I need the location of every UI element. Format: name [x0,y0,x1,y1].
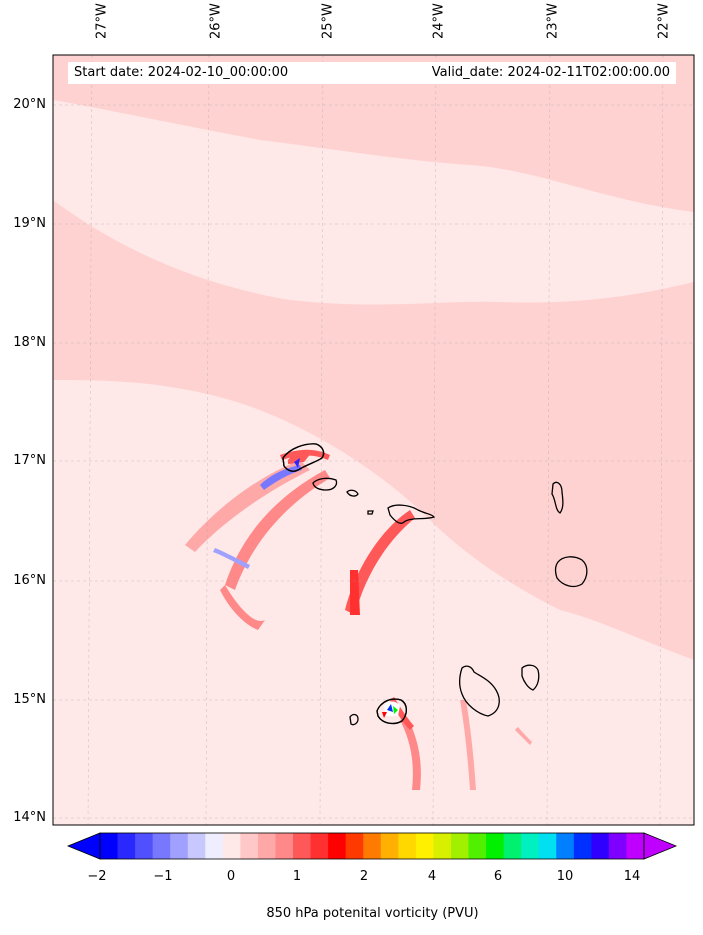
island-santiago [459,665,500,717]
colorbar-tick: 10 [556,869,574,884]
colorbar-tick: 0 [226,869,236,884]
colorbar-swatch [626,833,645,859]
colorbar-tick: −1 [153,869,173,884]
streak-3 [220,585,265,630]
streak-1 [185,460,310,552]
colorbar-tick: 2 [359,869,369,884]
colorbar-swatch [380,833,399,859]
colorbar-swatch [433,833,452,859]
lon-label-26w: 26°W [208,3,224,39]
lat-label-19n: 19°N [13,216,46,231]
start-date-text: Start date: 2024-02-10_00:00:00 [74,65,289,80]
colorbar-swatch [310,833,329,859]
colorbar-swatch [328,833,347,859]
field-band-upper [53,55,694,212]
lon-label-22w: 22°W [656,3,672,39]
colorbar-left-arrow [66,832,101,860]
streak-11 [515,727,532,745]
colorbar-swatch [187,833,206,859]
colorbar-swatch [556,833,575,859]
colorbar-tick: −2 [87,869,107,884]
colorbar-swatch [257,833,276,859]
colorbar-swatch [608,833,627,859]
colorbar-swatch [345,833,364,859]
colorbar-tick: 14 [623,869,641,884]
santo-antao-detail [288,451,312,468]
date-info-box: Start date: 2024-02-10_00:00:00 Valid_da… [68,62,676,84]
coastlines-top [282,443,408,725]
colorbar-swatch [100,833,119,859]
colorbar-swatch [503,833,522,859]
colorbar-swatch [135,833,154,859]
colorbar-swatch [205,833,224,859]
colorbar-tick: 1 [292,869,302,884]
plot-frame [52,54,695,826]
colorbar-swatch [415,833,434,859]
colorbar-swatch [398,833,417,859]
streak-2 [225,470,330,590]
colorbar-swatch [591,833,610,859]
streak-6 [213,548,250,569]
streak-8 [400,718,421,790]
lat-label-18n: 18°N [13,335,46,350]
field-band-main [53,200,694,660]
lon-label-27w: 27°W [94,3,110,39]
colorbar-swatch [486,833,505,859]
colorbar-swatch [450,833,470,859]
island-sao-vicente [312,477,338,491]
lat-label-16n: 16°N [13,573,46,588]
island-boa-vista [554,556,588,588]
colorbar-right-arrow [643,832,678,860]
lon-label-24w: 24°W [431,3,447,39]
island-raso [367,510,374,515]
colorbar [100,833,645,859]
colorbar-frame [99,832,645,860]
streak-9 [460,700,476,790]
island-santa-luzia [346,489,359,497]
island-maio [521,664,540,691]
lat-label-20n: 20°N [13,97,46,112]
colorbar-swatch [275,833,294,859]
fogo-detail [382,701,400,718]
colorbar-swatch [293,833,312,859]
colorbar-swatch [538,833,557,859]
lat-label-15n: 15°N [13,692,46,707]
colorbar-swatch [152,833,171,859]
colorbar-tick: 6 [493,869,503,884]
streak-4 [345,510,415,615]
island-sal [551,481,564,514]
gridlines [53,54,694,826]
lon-label-25w: 25°W [320,3,336,39]
lon-label-23w: 23°W [545,3,561,39]
colorbar-swatch [240,833,259,859]
colorbar-swatch [573,833,592,859]
island-sao-nicolau [387,504,436,524]
colorbar-swatch [222,833,241,859]
streak-7 [350,570,360,615]
lat-label-17n: 17°N [13,453,46,468]
colorbar-swatch [521,833,540,859]
colorbar-swatch [363,833,382,859]
colorbar-swatch [468,833,487,859]
colorbar-label: 850 hPa potenital vorticity (PVU) [266,906,479,921]
lat-label-14n: 14°N [13,810,46,825]
colorbar-swatch [117,833,136,859]
colorbar-tick: 4 [427,869,437,884]
vorticity-field [53,55,694,825]
island-brava [349,713,359,726]
colorbar-swatch [170,833,189,859]
valid-date-text: Valid_date: 2024-02-11T02:00:00.00 [431,65,670,80]
